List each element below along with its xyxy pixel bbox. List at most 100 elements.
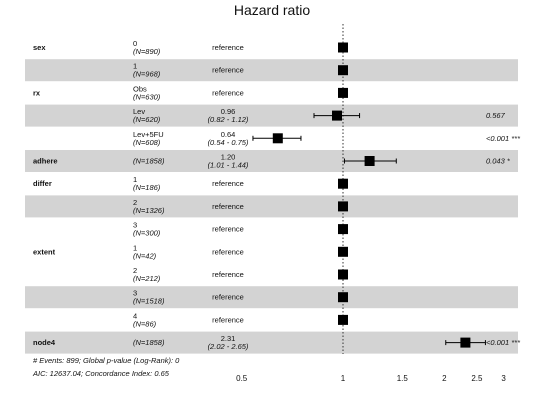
row-level: 1 [133, 62, 137, 71]
row-n: (N=1858) [133, 157, 165, 166]
hr-point [338, 42, 348, 53]
row-n: (N=1326) [133, 206, 165, 215]
row-level: 2 [133, 198, 137, 207]
row-variable: node4 [33, 338, 56, 347]
chart-title: Hazard ratio [234, 2, 310, 18]
forest-row: extent 1(N=42) reference [33, 243, 348, 260]
row-ci: (1.01 - 1.44) [208, 161, 249, 170]
row-n: (N=968) [133, 70, 161, 79]
hr-point [338, 292, 348, 303]
x-tick-label: 3 [501, 374, 506, 383]
row-ci: (0.82 - 1.12) [208, 115, 249, 124]
hr-point [338, 246, 348, 257]
forest-row: adhere (N=1858) 1.20(1.01 - 1.44) 0.043 * [33, 153, 511, 170]
row-band [25, 286, 518, 309]
row-ci: (2.02 - 2.65) [208, 342, 249, 351]
row-reference: reference [212, 88, 244, 97]
row-estimate: 0.96 [221, 107, 236, 116]
hr-point [338, 178, 348, 189]
row-level: 0 [133, 39, 137, 48]
x-tick-label: 2 [442, 374, 447, 383]
row-reference: reference [212, 247, 244, 256]
row-level: 2 [133, 266, 137, 275]
hr-point [338, 201, 348, 212]
row-p-value: <0.001 *** [486, 134, 521, 143]
forest-row: 4(N=86) reference [133, 311, 348, 328]
row-band [25, 195, 518, 218]
footnote-aic: AIC: 12637.04; Concordance Index: 0.65 [32, 369, 170, 378]
forest-row: 3(N=300) reference [133, 221, 348, 238]
row-variable: differ [33, 179, 52, 188]
row-n: (N=620) [133, 115, 161, 124]
row-reference: reference [212, 43, 244, 52]
forest-row: 3(N=1518) reference [133, 289, 348, 306]
row-variable: extent [33, 247, 56, 256]
hr-point [460, 337, 471, 348]
row-n: (N=86) [133, 319, 157, 328]
row-n: (N=1518) [133, 297, 165, 306]
row-n: (N=300) [133, 229, 161, 238]
row-level: 1 [133, 243, 137, 252]
row-variable: adhere [33, 157, 58, 166]
hr-point [338, 87, 348, 98]
hr-point [338, 65, 348, 76]
row-reference: reference [212, 225, 244, 234]
row-reference: reference [212, 315, 244, 324]
x-tick-label: 1.5 [397, 374, 409, 383]
row-reference: reference [212, 293, 244, 302]
row-level: Obs [133, 84, 147, 93]
hr-point [272, 133, 283, 144]
forest-row: Lev(N=620) 0.96(0.82 - 1.12) 0.567 [133, 107, 506, 124]
forest-row: node4 (N=1858) 2.31(2.02 - 2.65) <0.001 *** [33, 334, 521, 351]
x-axis: 0.5 1 1.5 2 2.5 3 [236, 374, 506, 383]
row-variable: sex [33, 43, 46, 52]
x-tick-label: 1 [341, 374, 346, 383]
row-n: (N=42) [133, 251, 157, 260]
row-p-value: 0.043 * [486, 157, 511, 166]
row-variable: rx [33, 88, 41, 97]
x-tick-label: 0.5 [236, 374, 248, 383]
row-ci: (0.54 - 0.75) [208, 138, 249, 147]
x-tick-label: 2.5 [471, 374, 483, 383]
footnote-events: # Events: 899; Global p-value (Log-Rank)… [33, 356, 180, 365]
row-band [25, 104, 518, 127]
row-n: (N=890) [133, 47, 161, 56]
row-n: (N=186) [133, 183, 161, 192]
row-band [25, 331, 518, 354]
row-reference: reference [212, 270, 244, 279]
row-n: (N=212) [133, 274, 161, 283]
forest-row: differ 1(N=186) reference [33, 175, 348, 192]
row-band [25, 59, 518, 82]
row-n: (N=1858) [133, 338, 165, 347]
hr-point [338, 224, 348, 235]
row-level: Lev+5FU [133, 130, 164, 139]
row-n: (N=630) [133, 92, 161, 101]
row-level: 3 [133, 221, 137, 230]
row-n: (N=608) [133, 138, 161, 147]
row-level: 1 [133, 175, 137, 184]
row-reference: reference [212, 66, 244, 75]
row-p-value: <0.001 *** [486, 338, 521, 347]
row-estimate: 2.31 [221, 334, 236, 343]
forest-row: 1(N=968) reference [133, 62, 348, 79]
row-p-value: 0.567 [486, 111, 506, 120]
row-reference: reference [212, 179, 244, 188]
row-estimate: 1.20 [221, 153, 236, 162]
row-level: Lev [133, 107, 145, 116]
row-level: 4 [133, 311, 137, 320]
row-bands [25, 59, 518, 354]
forest-row: Lev+5FU(N=608) 0.64(0.54 - 0.75) <0.001 **… [133, 130, 521, 147]
forest-row: 2(N=1326) reference [133, 198, 348, 215]
forest-row: 2(N=212) reference [133, 266, 348, 283]
hr-point [338, 314, 348, 325]
forest-row: rx Obs(N=630) reference [33, 84, 348, 101]
hr-point [338, 269, 348, 280]
hr-point [332, 110, 342, 121]
forest-row: sex 0(N=890) reference [33, 39, 348, 56]
row-estimate: 0.64 [221, 130, 236, 139]
row-reference: reference [212, 202, 244, 211]
hr-point [364, 156, 375, 166]
row-level: 3 [133, 289, 137, 298]
